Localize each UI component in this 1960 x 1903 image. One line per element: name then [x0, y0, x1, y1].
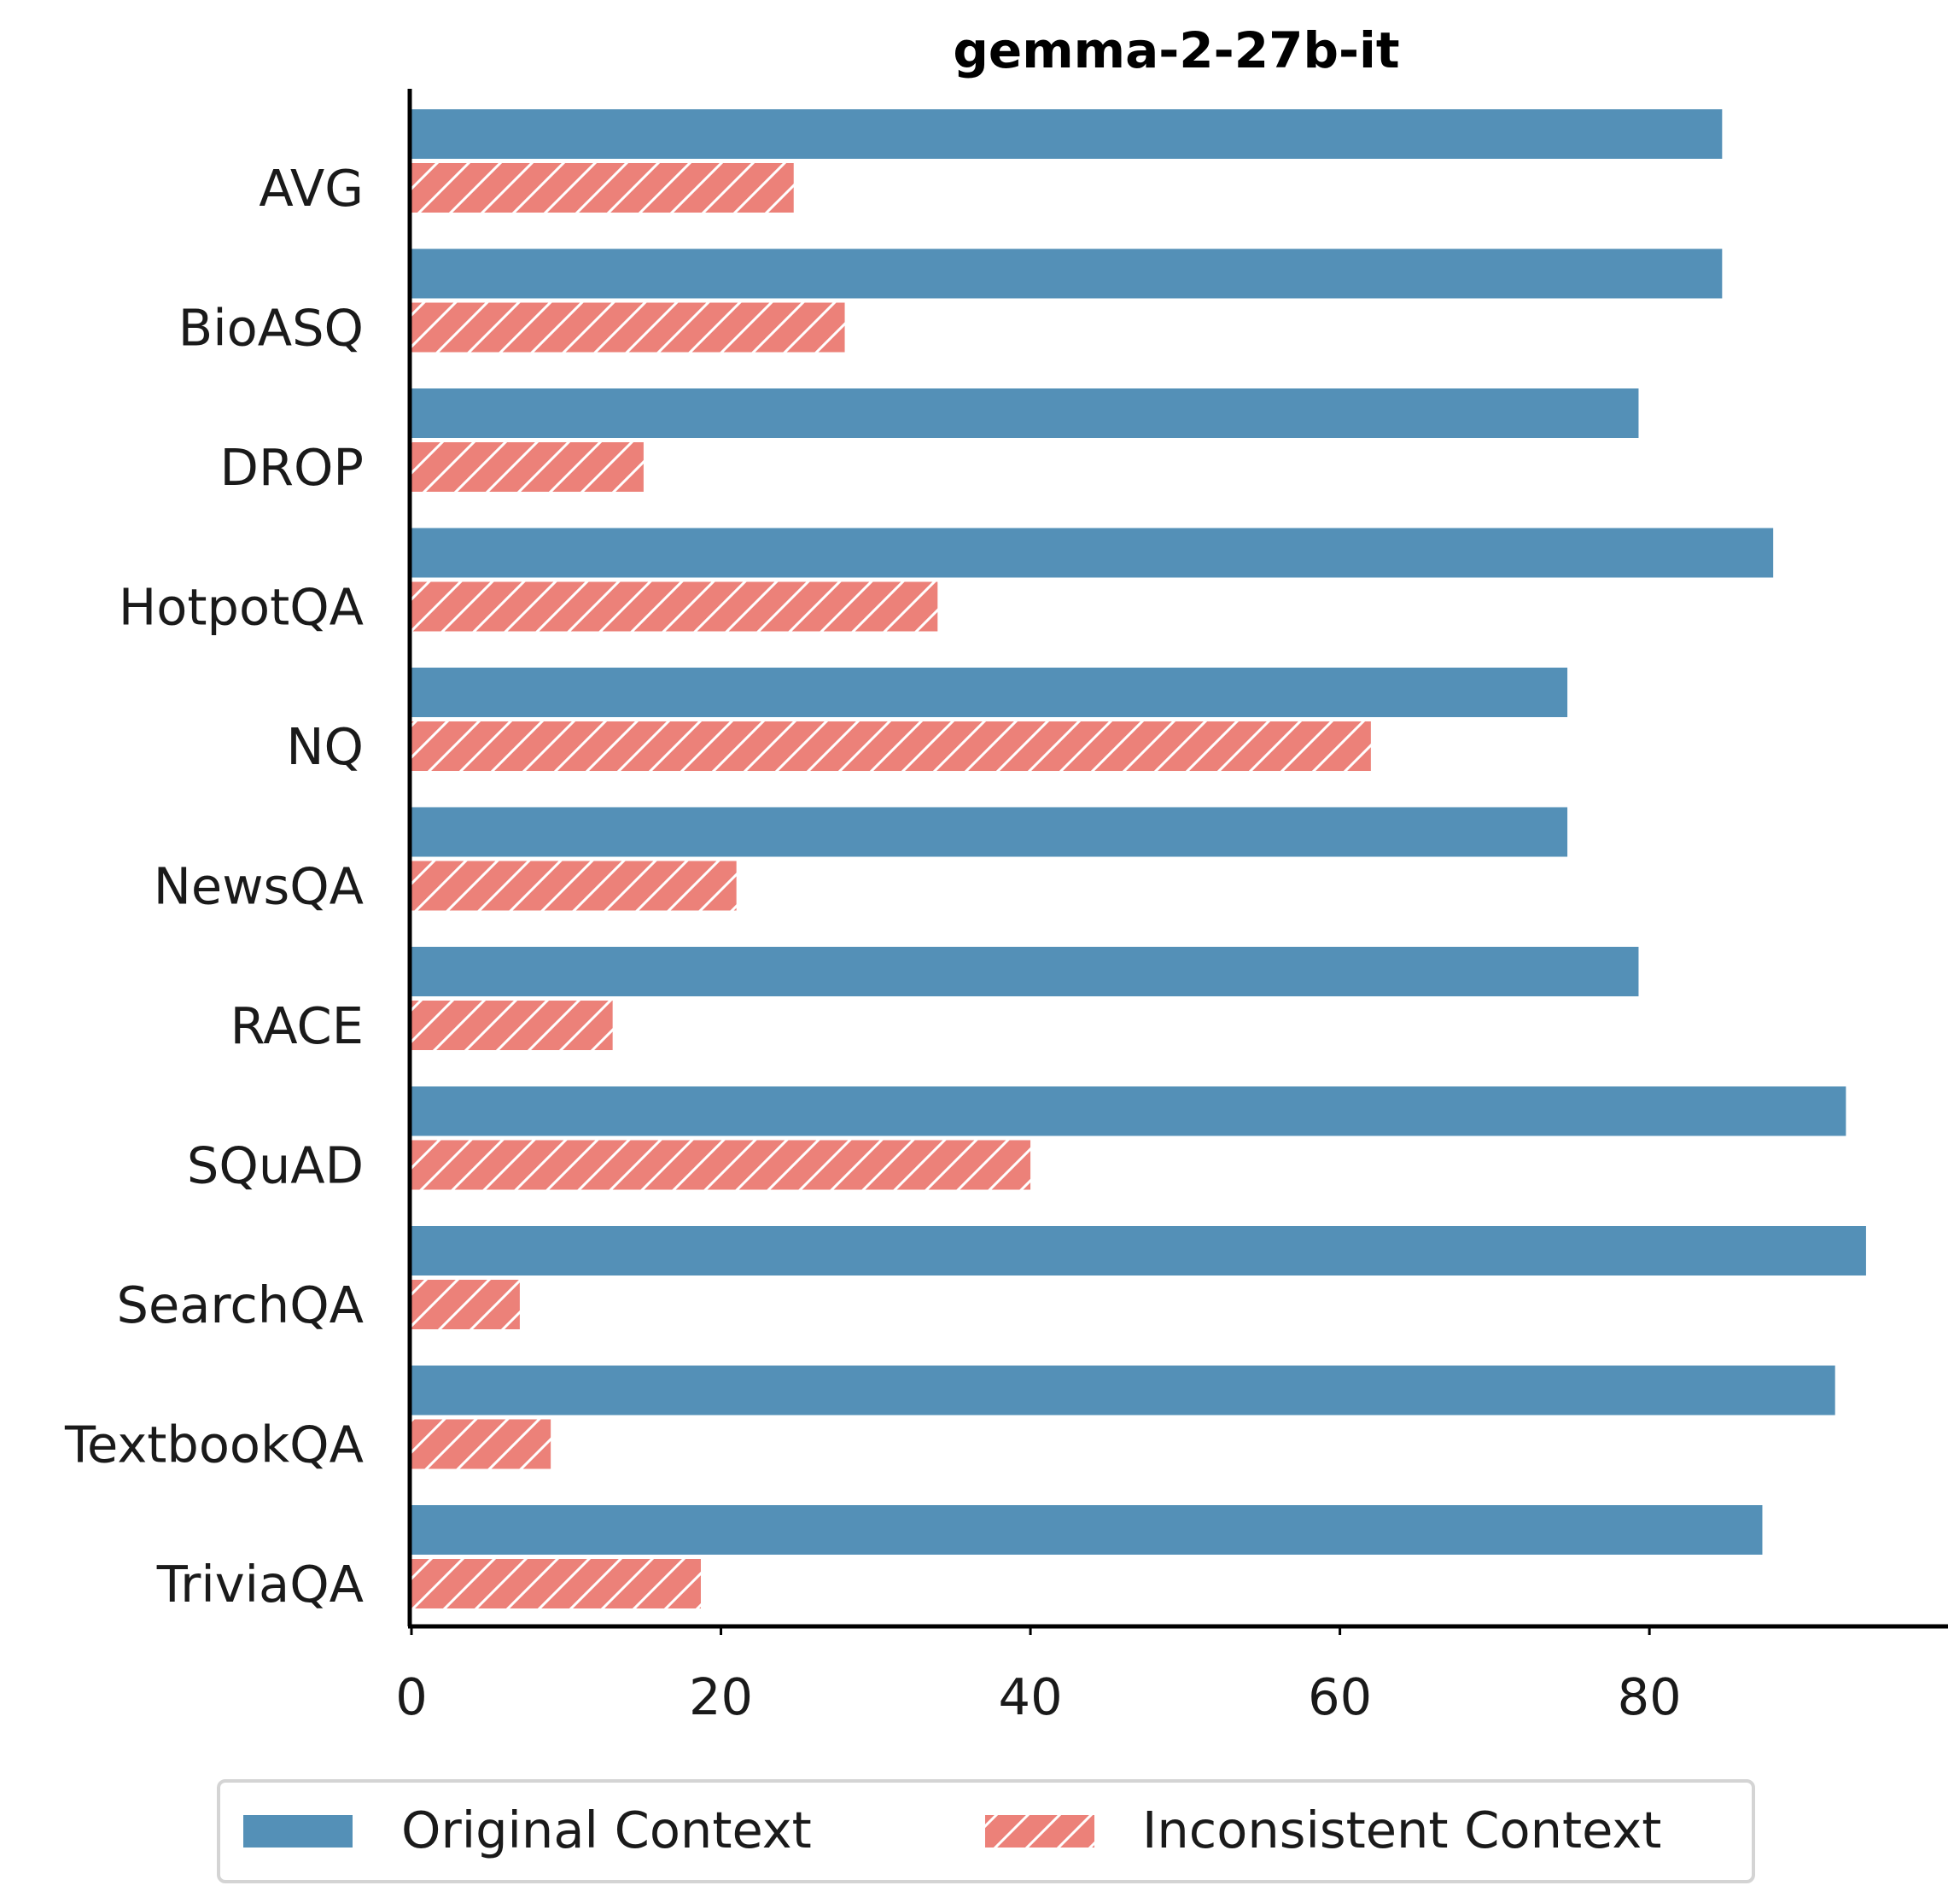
bar-inconsistent-textbookqa: [411, 1419, 551, 1469]
bar-original-race: [411, 947, 1639, 996]
y-tick-label-avg: AVG: [259, 159, 364, 218]
bar-inconsistent-newsqa: [411, 861, 737, 911]
y-tick-label-hotpotqa: HotpotQA: [119, 578, 364, 637]
legend-label-inconsistent: Inconsistent Context: [1142, 1801, 1661, 1859]
y-tick-label-bioasq: BioASQ: [178, 299, 364, 358]
bar-inconsistent-race: [411, 1001, 613, 1050]
bar-original-nq: [411, 668, 1568, 717]
y-tick-label-nq: NQ: [286, 717, 364, 776]
x-tick-label-80: 80: [1618, 1667, 1682, 1726]
bar-inconsistent-avg: [411, 163, 794, 213]
x-tick-label-20: 20: [689, 1667, 753, 1726]
y-tick-label-drop: DROP: [220, 438, 364, 497]
bar-original-textbookqa: [411, 1365, 1835, 1416]
bar-original-hotpotqa: [411, 528, 1774, 578]
bar-inconsistent-hotpotqa: [411, 581, 938, 632]
legend-swatch-inconsistent: [985, 1815, 1094, 1848]
y-tick-label-newsqa: NewsQA: [154, 857, 364, 916]
x-tick-labels: 0 20 40 60 80: [395, 1626, 1682, 1726]
legend: Original Context Inconsistent Context: [217, 1779, 1755, 1883]
y-tick-label-searchqa: SearchQA: [117, 1275, 365, 1334]
bar-inconsistent-triviaqa: [411, 1559, 701, 1608]
chart-title: gemma-2-27b-it: [953, 21, 1399, 79]
bar-inconsistent-searchqa: [411, 1280, 520, 1329]
bar-inconsistent-nq: [411, 721, 1371, 771]
bar-original-drop: [411, 388, 1639, 438]
x-tick-label-60: 60: [1308, 1667, 1372, 1726]
x-tick-label-0: 0: [395, 1667, 428, 1726]
y-tick-label-textbookqa: TextbookQA: [64, 1416, 364, 1474]
y-tick-label-triviaqa: TriviaQA: [156, 1555, 364, 1614]
legend-label-original: Original Context: [401, 1801, 812, 1859]
bars-group: [411, 109, 1866, 1608]
bar-original-squad: [411, 1086, 1846, 1136]
bar-original-avg: [411, 109, 1723, 159]
bar-inconsistent-bioasq: [411, 302, 845, 353]
y-tick-labels: AVG BioASQ DROP HotpotQA NQ NewsQA RACE SQuAD Se…: [64, 159, 364, 1614]
bar-original-searchqa: [411, 1226, 1866, 1275]
legend-swatch-original: [243, 1815, 353, 1848]
bar-inconsistent-drop: [411, 442, 644, 492]
bar-original-bioasq: [411, 248, 1723, 299]
x-tick-label-40: 40: [999, 1667, 1063, 1726]
bar-inconsistent-squad: [411, 1140, 1031, 1190]
bar-original-triviaqa: [411, 1505, 1763, 1555]
bar-original-newsqa: [411, 807, 1568, 857]
y-tick-label-squad: SQuAD: [187, 1136, 364, 1195]
y-tick-label-race: RACE: [230, 996, 364, 1055]
